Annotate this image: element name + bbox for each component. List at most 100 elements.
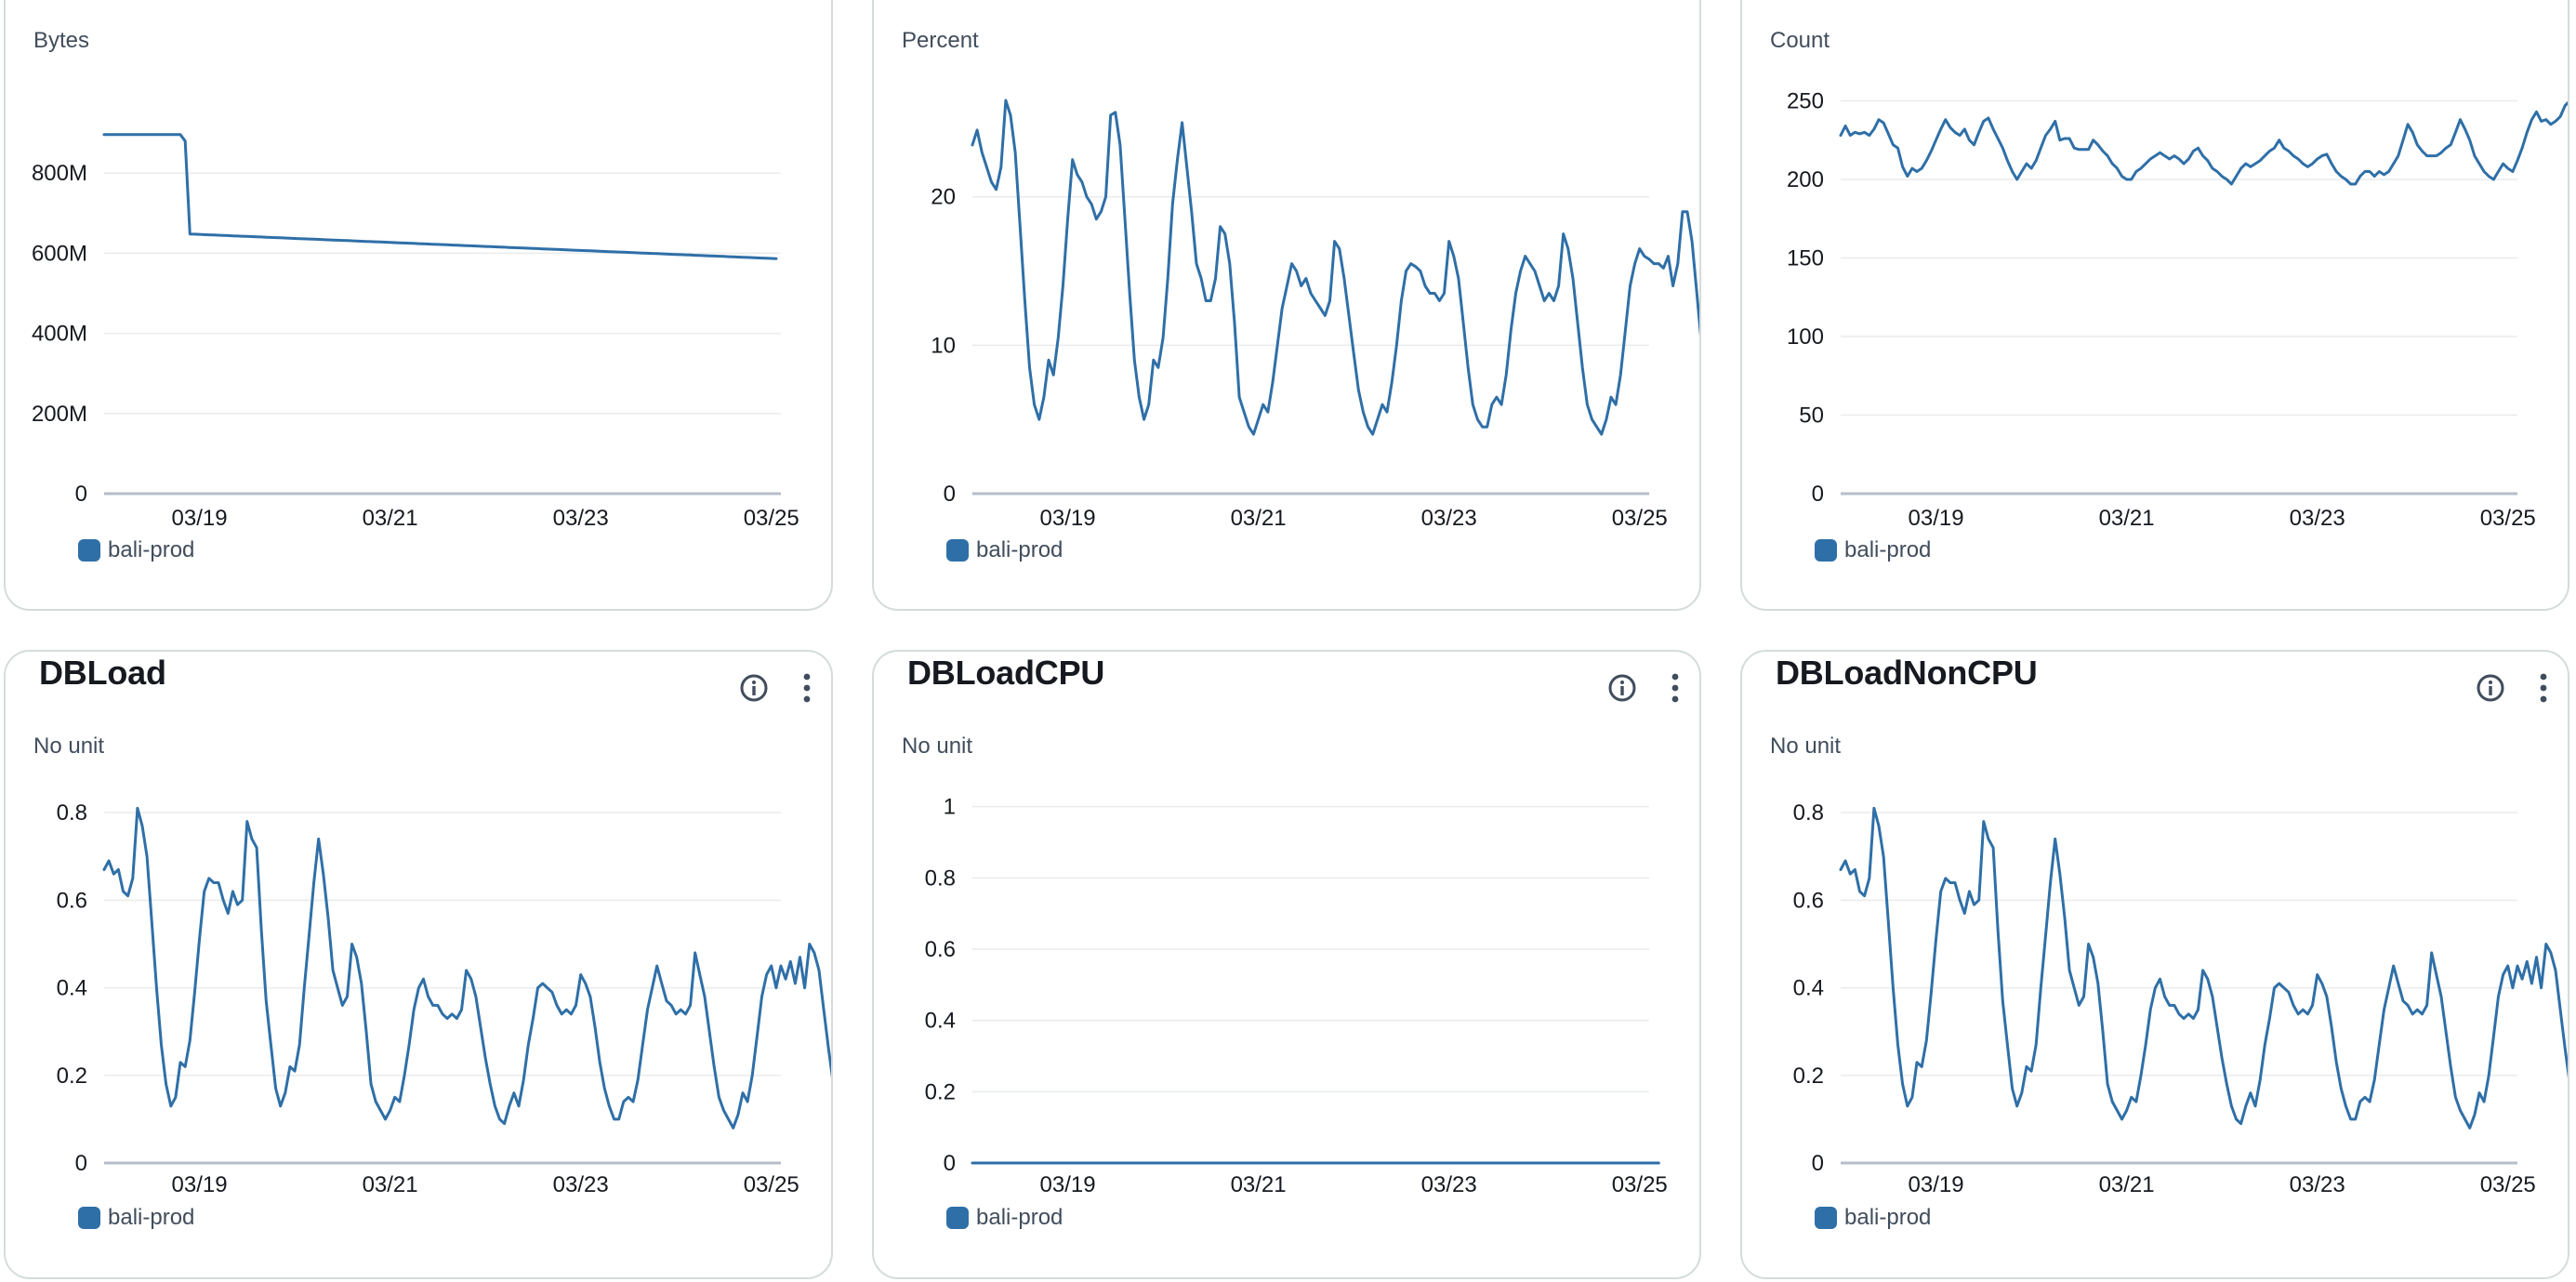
y-tick-label: 0 — [944, 482, 956, 507]
y-tick-label: 400M — [32, 322, 87, 347]
info-icon[interactable] — [2475, 672, 2506, 704]
widget-title: DBLoadCPU — [907, 654, 1105, 692]
y-tick-label: 20 — [931, 185, 956, 210]
x-tick-label: 03/21 — [363, 1172, 418, 1197]
legend-label: bali-prod — [1844, 537, 1932, 562]
x-tick-label: 03/19 — [172, 506, 228, 531]
series-line-bali-prod[interactable] — [102, 806, 833, 1130]
y-tick-label: 0.8 — [1793, 800, 1824, 826]
widget-cpuutilization: CPUUtilizationPercent0102003/1903/2103/2… — [872, 0, 1701, 611]
y-tick-label: 0.2 — [1793, 1064, 1824, 1089]
legend-item-bali-prod[interactable]: bali-prod — [1815, 537, 1931, 563]
y-tick-label: 0.4 — [925, 1009, 956, 1034]
more-options-icon[interactable] — [798, 670, 816, 706]
x-tick-label: 03/23 — [2290, 1172, 2345, 1197]
y-tick-label: 0 — [1812, 1151, 1824, 1176]
x-tick-label: 03/19 — [172, 1172, 228, 1197]
x-tick-label: 03/23 — [2290, 506, 2345, 531]
chart-dbloadcpu: 0 0.2 0.4 0.6 0.8 1 03/19 03/21 03/23 03/25 — [925, 795, 1668, 1197]
unit-label: Percent — [902, 28, 979, 53]
widget-databaseconnections: DatabaseConnectionsCount0501001502002500… — [1740, 0, 2569, 611]
y-tick-label: 0.8 — [57, 800, 87, 826]
series-line-bali-prod[interactable] — [1839, 806, 2569, 1130]
y-tick-label: 0 — [1812, 482, 1824, 507]
legend-label: bali-prod — [1844, 1205, 1932, 1230]
y-tick-label: 0 — [75, 1151, 87, 1176]
x-tick-label: 03/19 — [1040, 1172, 1096, 1197]
unit-label: No unit — [902, 734, 973, 759]
unit-label: No unit — [1770, 734, 1842, 759]
widget-dbloadnoncpu: DBLoadNonCPU No unit 0 0.2 0.4 0.6 0.8 03/19 03/… — [1740, 650, 2569, 1279]
x-tick-label: 03/25 — [2480, 1172, 2536, 1197]
legend-swatch — [1815, 1207, 1837, 1229]
y-tick-label: 250 — [1787, 88, 1824, 113]
legend-item-bali-prod[interactable]: bali-prod — [946, 1205, 1063, 1231]
y-tick-label: 0.6 — [57, 888, 87, 913]
y-tick-label: 1 — [944, 795, 956, 820]
series-line-bali-prod[interactable] — [1839, 100, 2569, 186]
unit-label: Bytes — [33, 28, 90, 53]
y-tick-label: 0.2 — [57, 1064, 87, 1089]
y-tick-label: 50 — [1799, 403, 1824, 428]
x-tick-label: 03/21 — [1231, 1172, 1287, 1197]
x-tick-label: 03/23 — [1421, 506, 1477, 531]
legend-label: bali-prod — [108, 537, 195, 562]
x-tick-label: 03/23 — [553, 1172, 609, 1197]
y-tick-label: 150 — [1787, 245, 1824, 271]
x-tick-label: 03/21 — [2099, 506, 2155, 531]
x-tick-label: 03/19 — [1909, 506, 1964, 531]
legend-label: bali-prod — [976, 537, 1063, 562]
more-options-icon[interactable] — [1666, 670, 1684, 706]
chart-databaseconnections: 0 50 100 150 200 250 03/19 03/21 03/23 03/25 — [1787, 88, 2569, 531]
chart-cpuutilization: 0 10 20 03/19 03/21 03/23 03/25 — [931, 99, 1701, 531]
y-tick-label: 800M — [32, 161, 87, 186]
y-tick-label: 600M — [32, 241, 87, 266]
info-icon[interactable] — [1606, 672, 1638, 704]
legend-swatch — [1815, 539, 1837, 562]
y-tick-label: 0.2 — [925, 1079, 956, 1104]
widget-binlogdiskusage: BinLogDiskUsageBytes0200M400M600M800M03/… — [4, 0, 833, 611]
x-tick-label: 03/25 — [1612, 506, 1668, 531]
more-options-icon[interactable] — [2534, 670, 2553, 706]
legend-item-bali-prod[interactable]: bali-prod — [78, 537, 194, 563]
x-tick-label: 03/25 — [1612, 1172, 1668, 1197]
y-tick-label: 0.6 — [1793, 888, 1824, 913]
legend-swatch — [946, 539, 969, 562]
chart-dbloadnoncpu: 0 0.2 0.4 0.6 0.8 03/19 03/21 03/23 03/25 — [1793, 800, 2569, 1197]
chart-binlogdiskusage: 0 200M 400M 600M 800M 03/19 03/21 03/23 03/25 — [32, 133, 799, 531]
x-tick-label: 03/23 — [1421, 1172, 1477, 1197]
legend-item-bali-prod[interactable]: bali-prod — [946, 537, 1063, 563]
y-tick-label: 0.6 — [925, 937, 956, 962]
legend-swatch — [78, 539, 100, 562]
y-tick-label: 200M — [32, 402, 87, 427]
legend-item-bali-prod[interactable]: bali-prod — [78, 1205, 194, 1231]
chart-dbload: 0 0.2 0.4 0.6 0.8 03/19 03/21 03/23 03/25 — [57, 800, 833, 1197]
y-tick-label: 0.8 — [925, 866, 956, 891]
x-tick-label: 03/25 — [2480, 506, 2536, 531]
legend-label: bali-prod — [976, 1205, 1063, 1230]
widget-title: DBLoad — [39, 654, 166, 692]
y-tick-label: 0.4 — [57, 976, 87, 1001]
legend-item-bali-prod[interactable]: bali-prod — [1815, 1205, 1931, 1231]
y-tick-label: 0 — [944, 1151, 956, 1176]
legend-swatch — [78, 1207, 100, 1229]
y-tick-label: 200 — [1787, 167, 1824, 192]
x-tick-label: 03/21 — [363, 506, 418, 531]
legend-swatch — [946, 1207, 969, 1229]
x-tick-label: 03/19 — [1909, 1172, 1964, 1197]
x-tick-label: 03/21 — [1231, 506, 1287, 531]
x-tick-label: 03/25 — [744, 506, 799, 531]
x-tick-label: 03/21 — [2099, 1172, 2155, 1197]
x-tick-label: 03/23 — [553, 506, 609, 531]
unit-label: Count — [1770, 28, 1830, 53]
widget-dbload: DBLoad No unit 0 0.2 0.4 0.6 0.8 03/19 03/21 03/2… — [4, 650, 833, 1279]
unit-label: No unit — [33, 734, 105, 759]
series-line-bali-prod[interactable] — [102, 133, 778, 260]
series-line-bali-prod[interactable] — [971, 99, 1701, 436]
info-icon[interactable] — [738, 672, 770, 704]
x-tick-label: 03/25 — [744, 1172, 799, 1197]
y-tick-label: 100 — [1787, 324, 1824, 350]
y-tick-label: 0 — [75, 482, 87, 507]
x-tick-label: 03/19 — [1040, 506, 1096, 531]
widget-title: DBLoadNonCPU — [1776, 654, 2038, 692]
